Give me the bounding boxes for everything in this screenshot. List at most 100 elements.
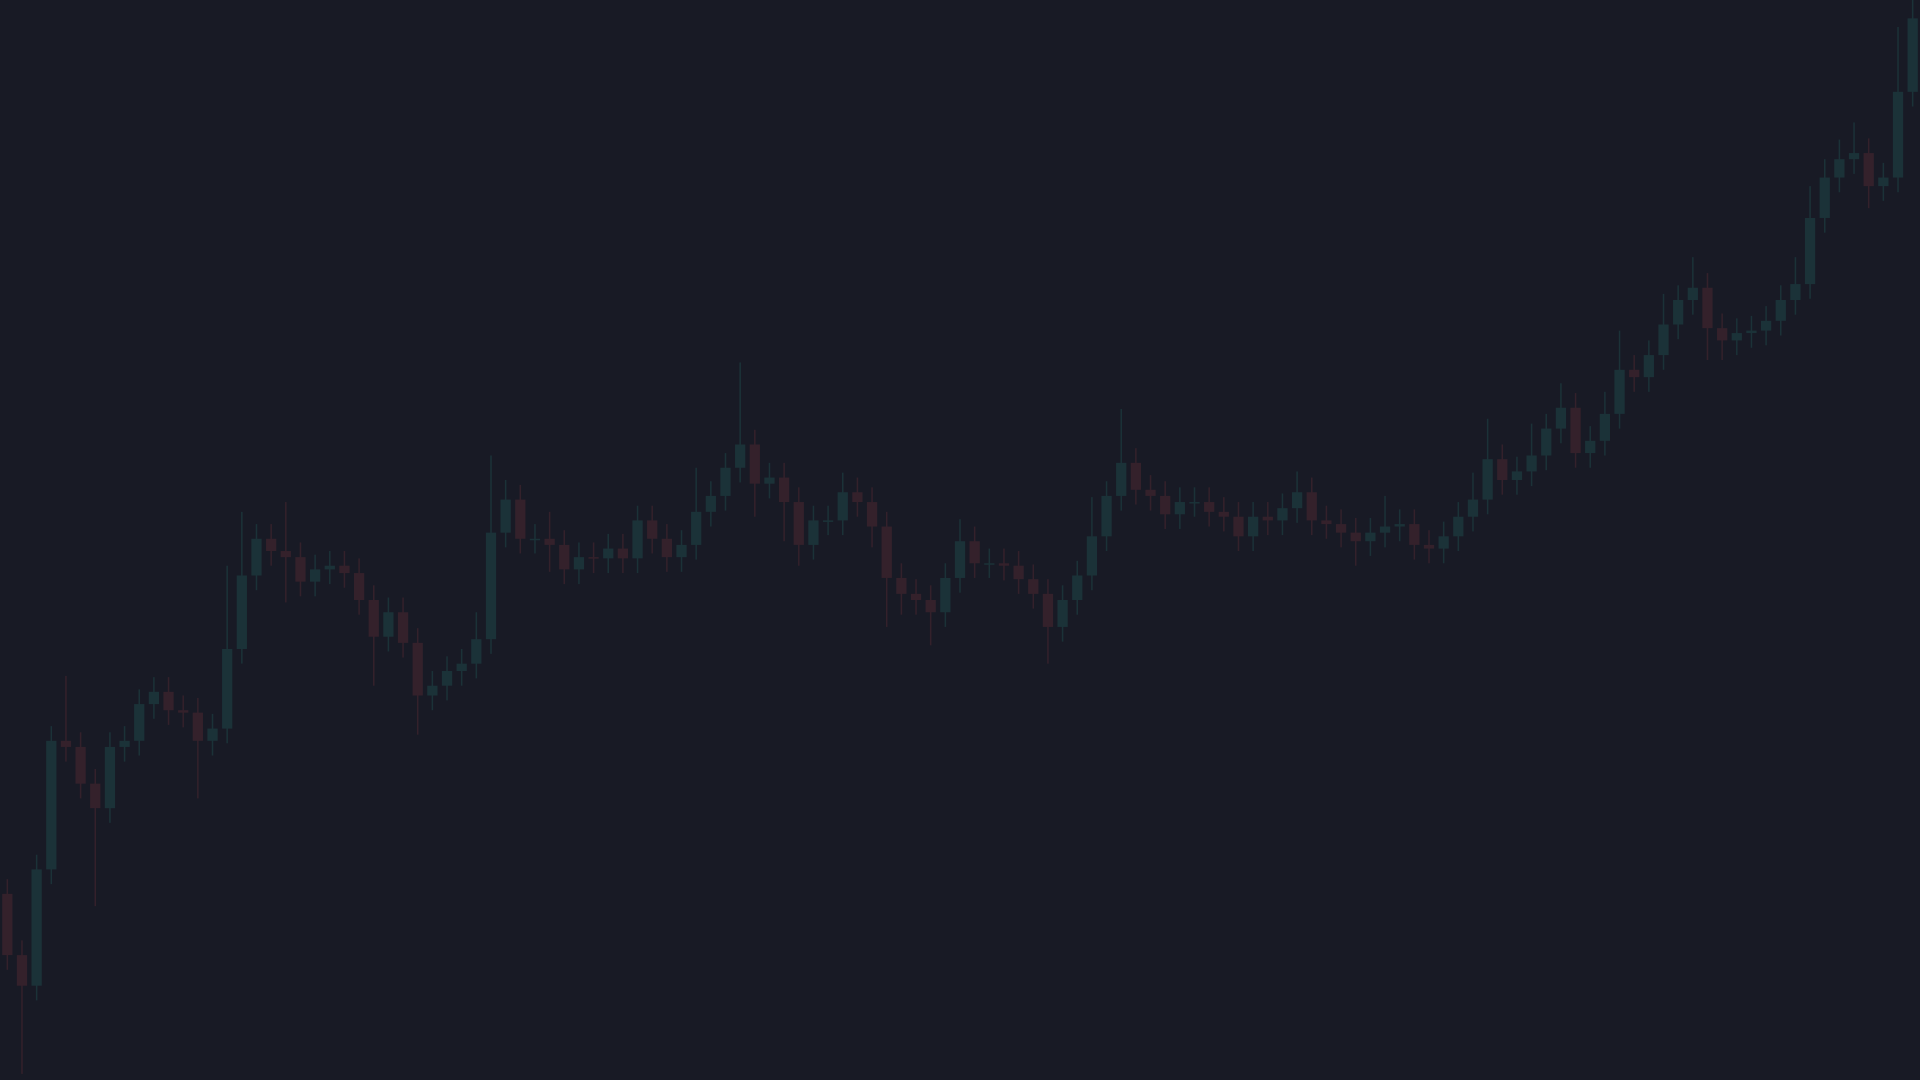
candle-body — [1892, 91, 1904, 178]
candle-body — [1614, 369, 1625, 414]
candle-body — [632, 520, 643, 559]
candle-body — [1160, 495, 1171, 515]
candle-body — [1746, 330, 1757, 334]
candle-body — [691, 511, 702, 545]
candle-body — [1013, 565, 1024, 580]
candle-body — [1409, 524, 1420, 545]
candle-body — [1497, 459, 1508, 480]
candle-body — [1028, 579, 1039, 594]
candle-body — [749, 444, 760, 484]
candle-body — [1702, 287, 1713, 329]
candle-body — [1511, 471, 1523, 480]
candle-body — [1717, 328, 1728, 341]
candle-body — [896, 577, 907, 594]
candle-body — [412, 642, 423, 696]
candle-body — [720, 467, 731, 496]
candle-body — [1086, 536, 1098, 576]
candle-body — [1248, 516, 1259, 537]
candle-body — [1042, 593, 1054, 627]
candle-body — [134, 704, 145, 741]
candle-body — [1218, 511, 1229, 517]
candle-body — [1438, 536, 1449, 549]
candle-body — [1804, 217, 1816, 285]
candle-body — [1599, 413, 1611, 441]
candle-body — [735, 444, 746, 468]
candle-body — [544, 538, 555, 545]
candle-body — [1189, 502, 1200, 504]
candle-body — [852, 492, 863, 503]
candle-body — [969, 541, 980, 564]
candle-body — [573, 557, 585, 570]
candle-body — [1467, 499, 1479, 517]
candle-body — [266, 538, 277, 552]
candle-body — [588, 557, 599, 559]
candle-body — [647, 520, 658, 539]
candle-body — [16, 955, 28, 986]
candle-body — [881, 526, 892, 578]
candle-body — [1277, 508, 1288, 521]
candle-body — [764, 477, 775, 484]
candle-body — [1379, 526, 1391, 533]
candle-body — [1541, 428, 1552, 456]
candle-body — [2, 893, 13, 956]
candle-body — [837, 492, 848, 521]
candle-body — [1878, 177, 1889, 187]
candle-body — [808, 520, 819, 545]
candle-body — [1145, 489, 1156, 496]
candle-body — [866, 502, 878, 527]
candle-body — [353, 573, 365, 600]
candle-body — [236, 575, 247, 649]
candle-body — [1116, 462, 1127, 496]
candle-body — [1262, 516, 1273, 521]
candle-body — [485, 532, 497, 640]
candle-body — [192, 712, 203, 741]
candle-body — [676, 544, 687, 558]
candle-body — [1365, 532, 1376, 542]
candle-body — [559, 544, 570, 570]
candle-body — [1204, 502, 1215, 512]
candle-body — [295, 557, 306, 582]
candle-body — [1555, 407, 1567, 429]
candle-body — [148, 691, 160, 705]
candle-body — [1174, 502, 1185, 515]
candle-body — [222, 648, 233, 729]
candle-body — [1863, 153, 1874, 187]
candle-body — [1101, 495, 1112, 537]
candle-body — [1629, 369, 1640, 378]
candle-body — [324, 565, 335, 570]
candle-body — [1526, 455, 1537, 472]
candle-body — [954, 541, 966, 578]
candle-body — [705, 495, 716, 512]
candle-body — [280, 551, 291, 558]
candle-body — [207, 728, 218, 741]
candle-body — [31, 869, 42, 986]
candle-body — [1233, 516, 1244, 537]
candle-body — [1790, 284, 1801, 300]
candle-body — [1130, 462, 1142, 490]
candle-body — [998, 563, 1010, 566]
candle-body — [1731, 333, 1742, 341]
candle-body — [1834, 159, 1845, 178]
candle-body — [1321, 520, 1332, 525]
candle-body — [75, 746, 86, 784]
candle-body — [339, 565, 350, 574]
candle-body — [940, 577, 951, 613]
candle-body — [515, 499, 526, 539]
candle-body — [251, 538, 262, 576]
candle-body — [1585, 440, 1596, 454]
candle-body — [1570, 407, 1581, 454]
candle-body — [1072, 575, 1083, 600]
candle-body — [1673, 300, 1684, 325]
candle-body — [1760, 320, 1772, 331]
candle-body — [1907, 18, 1918, 92]
candle-body — [456, 663, 467, 672]
candle-body — [383, 612, 394, 637]
candle-body — [603, 548, 614, 559]
candle-body — [1643, 355, 1654, 378]
candle-body — [46, 740, 57, 870]
candle-body — [984, 563, 995, 565]
candle-body — [1482, 459, 1493, 500]
candle-body — [1775, 300, 1786, 321]
candle-body — [397, 612, 409, 643]
candle-body — [661, 538, 672, 558]
